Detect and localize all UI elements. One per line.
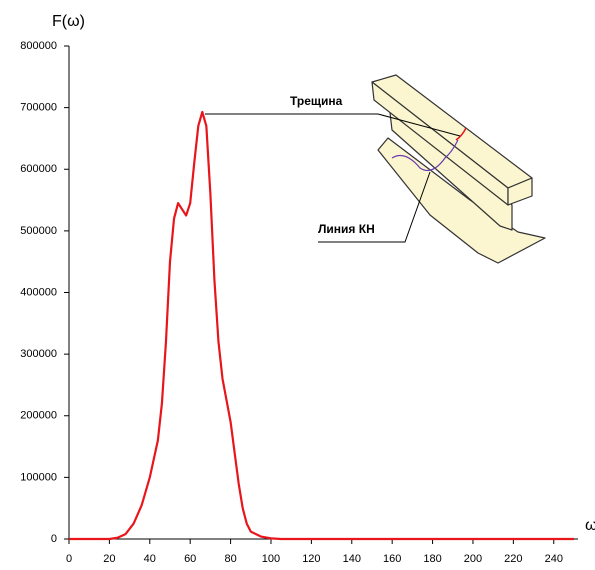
x-tick-label: 240 [545, 553, 563, 565]
rail-head-end [507, 177, 533, 206]
y-tick-label: 600000 [20, 163, 57, 175]
y-tick-label: 300000 [20, 348, 57, 360]
y-tick-label: 100000 [20, 471, 57, 483]
x-tick-label: 0 [66, 553, 72, 565]
x-tick-label: 80 [224, 553, 236, 565]
crack [455, 127, 467, 141]
kn-line [391, 139, 459, 171]
annotation: Трещина [290, 94, 343, 108]
annotation: Линия КН [318, 222, 375, 236]
series-line [69, 110, 574, 541]
crack-leader [205, 113, 461, 137]
x-tick-label: 40 [144, 553, 156, 565]
x-tick-label: 180 [423, 553, 441, 565]
y-tick-label: 700000 [20, 102, 57, 114]
x-tick-label: 120 [302, 553, 320, 565]
y-tick-label: 400000 [20, 286, 57, 298]
x-tick-label: 140 [343, 553, 361, 565]
x-axis-label: ω [585, 517, 595, 534]
x-tick-label: 60 [184, 553, 196, 565]
y-axis-label: F(ω) [52, 13, 85, 30]
rail-foot [377, 137, 546, 264]
y-tick-label: 500000 [20, 225, 57, 237]
x-tick-label: 100 [262, 553, 280, 565]
y-tick-label: 800000 [20, 40, 57, 52]
kn-leader [318, 171, 431, 243]
y-tick-label: 0 [51, 533, 57, 545]
y-tick-label: 200000 [20, 410, 57, 422]
rail-diagram [371, 74, 546, 264]
x-tick-label: 200 [464, 553, 482, 565]
x-tick-label: 20 [103, 553, 115, 565]
x-tick-label: 220 [504, 553, 522, 565]
x-tick-label: 160 [383, 553, 401, 565]
